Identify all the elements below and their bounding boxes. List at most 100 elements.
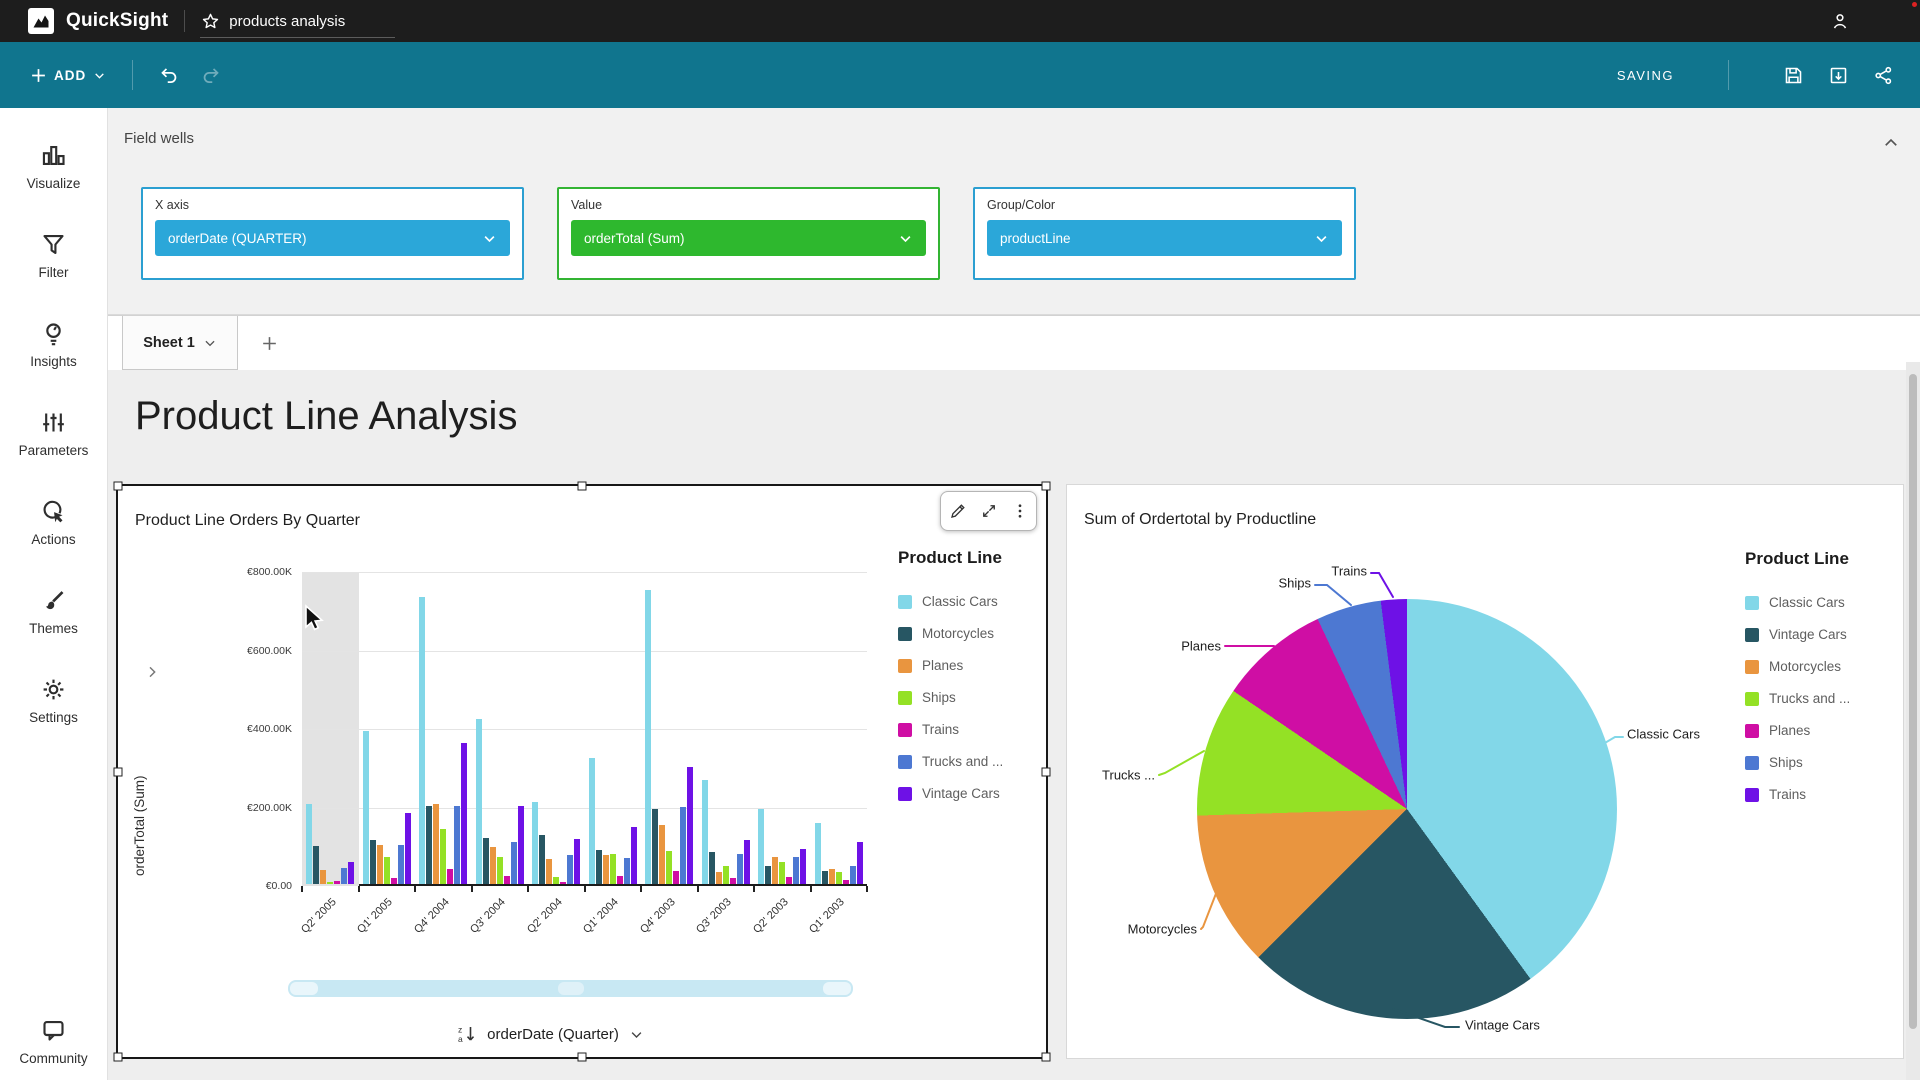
resize-handle[interactable]	[113, 1052, 123, 1062]
x-axis-scrollbar[interactable]	[288, 980, 853, 997]
bar-vintage-cars[interactable]	[348, 861, 355, 884]
legend-item-ships[interactable]: Ships	[1745, 755, 1905, 770]
bar-planes[interactable]	[602, 855, 609, 884]
bar-trucks-and[interactable]	[341, 867, 348, 884]
pie-chart-visual[interactable]: Sum of Ordertotal by Productline Product…	[1066, 484, 1904, 1059]
resize-handle[interactable]	[1041, 767, 1051, 777]
chevron-right-icon[interactable]	[144, 664, 160, 680]
bar-trains[interactable]	[616, 875, 623, 884]
add-button[interactable]: ADD	[30, 67, 106, 84]
sidebar-item-settings[interactable]: Settings	[29, 676, 78, 725]
bar-planes[interactable]	[376, 844, 383, 884]
resize-handle[interactable]	[577, 1052, 587, 1062]
bar-chart-visual[interactable]: Product Line Orders By Quarter Product L…	[113, 481, 1051, 1062]
favorite-star-icon[interactable]	[201, 12, 220, 31]
bar-trains[interactable]	[503, 875, 510, 884]
share-icon[interactable]	[1873, 65, 1894, 86]
legend-item-ships[interactable]: Ships	[898, 690, 1058, 705]
bar-trucks-and[interactable]	[793, 856, 800, 884]
x-axis-title[interactable]: orderDate (Quarter)	[487, 1025, 619, 1043]
bar-planes[interactable]	[772, 856, 779, 884]
bar-planes[interactable]	[433, 803, 440, 884]
bar-classic-cars[interactable]	[588, 758, 595, 884]
bar-trucks-and[interactable]	[454, 805, 461, 884]
bar-classic-cars[interactable]	[758, 809, 765, 884]
bar-vintage-cars[interactable]	[404, 813, 411, 884]
bar-ships[interactable]	[553, 876, 560, 884]
field-pill-ordertotal-sum[interactable]: orderTotal (Sum)	[571, 220, 926, 256]
bar-vintage-cars[interactable]	[461, 742, 468, 884]
bar-motorcycles[interactable]	[708, 851, 715, 884]
user-account-icon[interactable]	[1830, 11, 1850, 31]
pie[interactable]	[1197, 599, 1617, 1019]
bar-ships[interactable]	[722, 865, 729, 884]
field-pill-orderdate-quarter[interactable]: orderDate (QUARTER)	[155, 220, 510, 256]
sidebar-item-themes[interactable]: Themes	[29, 587, 78, 636]
legend-item-classic-cars[interactable]: Classic Cars	[1745, 595, 1905, 610]
bar-ships[interactable]	[327, 882, 334, 884]
legend-item-trains[interactable]: Trains	[1745, 787, 1905, 802]
bar-ships[interactable]	[779, 862, 786, 884]
bar-vintage-cars[interactable]	[856, 842, 863, 884]
bar-trucks-and[interactable]	[623, 857, 630, 884]
bar-motorcycles[interactable]	[595, 850, 602, 884]
undo-icon[interactable]	[159, 65, 180, 86]
expand-icon[interactable]	[980, 502, 998, 520]
vertical-scrollbar[interactable]	[1906, 362, 1920, 1080]
bar-trains[interactable]	[447, 868, 454, 884]
bar-classic-cars[interactable]	[814, 823, 821, 884]
sidebar-item-parameters[interactable]: Parameters	[19, 409, 88, 458]
bar-trains[interactable]	[786, 877, 793, 884]
resize-handle[interactable]	[113, 767, 123, 777]
bar-trains[interactable]	[390, 877, 397, 884]
resize-handle[interactable]	[1041, 481, 1051, 491]
bar-motorcycles[interactable]	[482, 838, 489, 884]
quicksight-logo-icon[interactable]	[28, 8, 54, 34]
bar-classic-cars[interactable]	[701, 780, 708, 884]
bar-classic-cars[interactable]	[306, 803, 313, 884]
bar-motorcycles[interactable]	[652, 809, 659, 884]
bar-planes[interactable]	[546, 858, 553, 884]
scrollbar-left-handle[interactable]	[290, 982, 318, 995]
sidebar-item-insights[interactable]: Insights	[30, 320, 77, 369]
bar-ships[interactable]	[835, 872, 842, 884]
bar-motorcycles[interactable]	[426, 805, 433, 884]
redo-icon[interactable]	[200, 65, 221, 86]
bar-planes[interactable]	[715, 872, 722, 884]
bar-vintage-cars[interactable]	[800, 849, 807, 884]
bar-ships[interactable]	[666, 851, 673, 884]
bar-vintage-cars[interactable]	[743, 840, 750, 884]
bar-motorcycles[interactable]	[313, 845, 320, 884]
edit-pencil-icon[interactable]	[949, 502, 967, 520]
bar-vintage-cars[interactable]	[517, 805, 524, 884]
bar-trains[interactable]	[842, 880, 849, 884]
bar-trucks-and[interactable]	[736, 854, 743, 884]
bar-trains[interactable]	[729, 878, 736, 884]
resize-handle[interactable]	[1041, 1052, 1051, 1062]
sidebar-item-actions[interactable]: Actions	[31, 498, 76, 547]
bar-trains[interactable]	[560, 882, 567, 884]
bar-planes[interactable]	[320, 870, 327, 884]
menu-kebab-icon[interactable]	[1011, 502, 1029, 520]
scrollbar-thumb[interactable]	[1909, 374, 1917, 1029]
sidebar-item-community[interactable]: Community	[19, 1017, 88, 1066]
scrollbar-right-handle[interactable]	[823, 982, 851, 995]
bar-planes[interactable]	[659, 825, 666, 884]
bar-classic-cars[interactable]	[419, 597, 426, 884]
analysis-title[interactable]: products analysis	[229, 12, 346, 30]
legend-item-motorcycles[interactable]: Motorcycles	[898, 626, 1058, 641]
legend-item-vintage-cars[interactable]: Vintage Cars	[898, 786, 1058, 801]
export-icon[interactable]	[1828, 65, 1849, 86]
legend-item-vintage-cars[interactable]: Vintage Cars	[1745, 627, 1905, 642]
save-icon[interactable]	[1783, 65, 1804, 86]
bar-trucks-and[interactable]	[510, 842, 517, 884]
collapse-panel-icon[interactable]	[1882, 134, 1900, 152]
bar-trucks-and[interactable]	[397, 844, 404, 884]
sidebar-item-filter[interactable]: Filter	[39, 231, 69, 280]
legend-item-motorcycles[interactable]: Motorcycles	[1745, 659, 1905, 674]
legend-item-trains[interactable]: Trains	[898, 722, 1058, 737]
bar-motorcycles[interactable]	[821, 870, 828, 884]
bar-vintage-cars[interactable]	[630, 827, 637, 884]
bar-motorcycles[interactable]	[369, 840, 376, 884]
